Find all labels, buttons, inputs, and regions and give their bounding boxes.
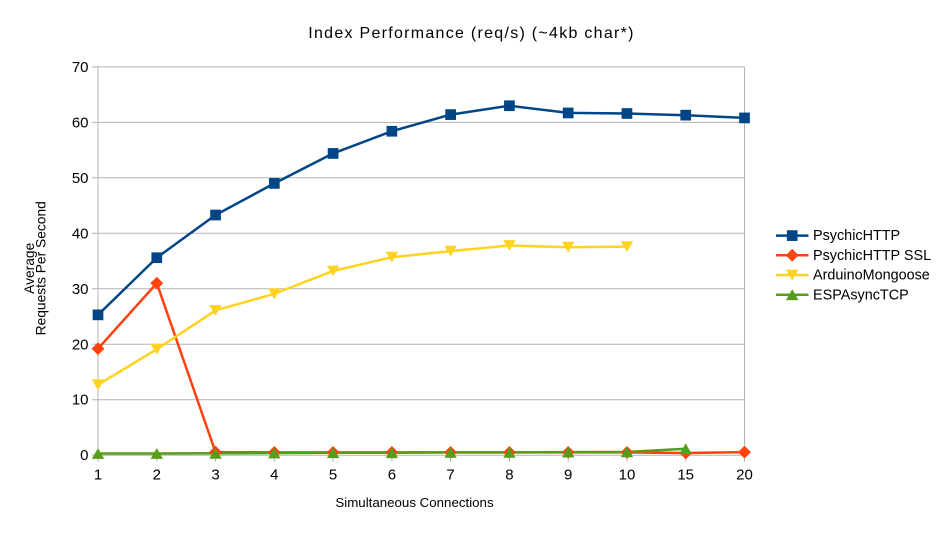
svg-text:PsychicHTTP SSL: PsychicHTTP SSL [813, 248, 931, 264]
svg-text:5: 5 [329, 467, 337, 484]
svg-text:ArduinoMongoose: ArduinoMongoose [813, 268, 930, 284]
svg-text:10: 10 [72, 392, 89, 409]
svg-text:Index Performance (req/s) (~4k: Index Performance (req/s) (~4kb char*) [308, 25, 635, 42]
svg-text:Simultaneous Connections: Simultaneous Connections [335, 495, 494, 510]
svg-text:70: 70 [72, 59, 89, 76]
svg-text:Average: Average [22, 242, 37, 293]
svg-text:20: 20 [72, 336, 89, 353]
svg-text:4: 4 [270, 467, 278, 484]
svg-text:6: 6 [388, 467, 396, 484]
svg-text:60: 60 [72, 114, 89, 131]
svg-text:50: 50 [72, 170, 89, 187]
svg-text:10: 10 [619, 467, 636, 484]
svg-text:2: 2 [153, 467, 161, 484]
svg-text:ESPAsyncTCP: ESPAsyncTCP [813, 287, 909, 303]
svg-text:20: 20 [736, 467, 753, 484]
svg-text:9: 9 [564, 467, 572, 484]
svg-text:7: 7 [446, 467, 454, 484]
svg-text:1: 1 [94, 467, 102, 484]
svg-text:40: 40 [72, 225, 89, 242]
svg-text:30: 30 [72, 281, 89, 298]
svg-text:8: 8 [505, 467, 513, 484]
svg-text:Requests Per Second: Requests Per Second [34, 201, 49, 335]
svg-text:3: 3 [211, 467, 219, 484]
svg-text:15: 15 [677, 467, 694, 484]
svg-text:PsychicHTTP: PsychicHTTP [813, 228, 900, 244]
svg-text:0: 0 [80, 447, 88, 464]
